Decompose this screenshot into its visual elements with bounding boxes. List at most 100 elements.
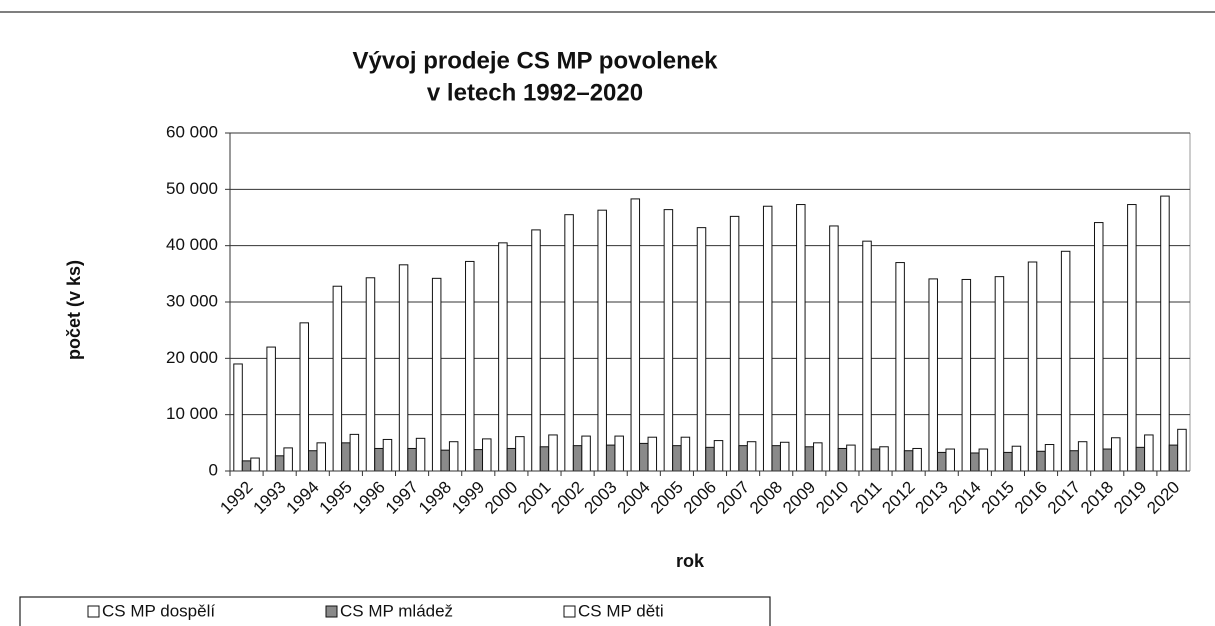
- legend-label: CS MP dospělí: [102, 601, 215, 620]
- bar: [895, 262, 905, 472]
- bar: [1044, 444, 1055, 472]
- y-tick-label: 0: [209, 460, 218, 479]
- x-tick-label: 1993: [249, 478, 289, 518]
- bar: [614, 435, 624, 472]
- bar: [1093, 222, 1104, 472]
- bar: [605, 444, 616, 472]
- bar: [382, 438, 393, 472]
- bar: [1144, 434, 1154, 472]
- bar: [771, 445, 781, 472]
- bar: [308, 450, 318, 472]
- bar: [978, 448, 989, 472]
- bar: [879, 446, 889, 472]
- bar: [473, 449, 484, 472]
- bar: [936, 451, 947, 472]
- bar: [1168, 444, 1179, 472]
- bar: [829, 225, 839, 472]
- bar: [283, 447, 293, 472]
- x-tick-label: 2015: [978, 478, 1018, 518]
- bar: [928, 278, 938, 472]
- bar: [233, 363, 243, 472]
- bar: [407, 447, 417, 472]
- x-tick-label: 2013: [912, 478, 952, 518]
- y-axis-label: počet (v ks): [64, 260, 84, 360]
- bar: [672, 445, 682, 472]
- bar: [1110, 437, 1121, 472]
- bar: [945, 448, 955, 472]
- bar: [970, 452, 980, 472]
- bar: [506, 447, 517, 472]
- x-tick-label: 1997: [382, 478, 422, 518]
- bar: [539, 446, 550, 472]
- bar: [862, 240, 872, 472]
- x-tick-label: 2000: [481, 478, 521, 518]
- bar: [804, 446, 815, 472]
- bar: [729, 215, 740, 472]
- legend-label: CS MP mládež: [340, 601, 453, 620]
- bar: [482, 438, 492, 472]
- legend-box: [19, 596, 771, 626]
- x-tick-label: 1996: [349, 478, 389, 518]
- x-tick-label: 1992: [216, 478, 256, 518]
- bar: [1036, 450, 1046, 472]
- bar: [332, 285, 343, 472]
- bar: [746, 441, 757, 472]
- bar: [738, 445, 748, 472]
- x-tick-label: 2019: [1110, 478, 1150, 518]
- bar: [465, 260, 475, 472]
- bar: [680, 436, 691, 472]
- bar: [1027, 261, 1038, 472]
- bar: [374, 447, 384, 472]
- x-axis-label: rok: [676, 551, 705, 571]
- bar: [1069, 450, 1079, 472]
- x-tick-label: 1999: [448, 478, 488, 518]
- bar: [431, 277, 442, 472]
- bar: [1077, 441, 1088, 472]
- bar: [274, 455, 285, 472]
- bar: [398, 264, 409, 472]
- bar: [349, 433, 360, 472]
- bar: [813, 442, 823, 472]
- x-tick-label: 2011: [846, 478, 885, 517]
- bar: [548, 434, 558, 472]
- bar: [415, 437, 426, 472]
- x-tick-label: 2001: [514, 478, 554, 518]
- x-tick-label: 2020: [1143, 478, 1183, 518]
- chart-title: Vývoj prodeje CS MP povolenek: [353, 47, 719, 74]
- x-tick-label: 2009: [779, 478, 819, 518]
- x-tick-label: 2017: [1044, 478, 1084, 518]
- bar: [639, 442, 649, 472]
- bar: [1135, 446, 1146, 472]
- x-tick-label: 2010: [812, 478, 852, 518]
- bar: [696, 227, 707, 472]
- bar: [299, 322, 310, 472]
- bar: [440, 449, 450, 472]
- bar: [903, 450, 914, 472]
- x-tick-label: 2007: [713, 478, 753, 518]
- bar: [341, 442, 351, 472]
- legend-swatch: [563, 605, 576, 618]
- bar: [705, 446, 715, 472]
- bar: [564, 214, 574, 472]
- bar: [365, 277, 376, 472]
- bar: [1102, 448, 1112, 472]
- bar: [1127, 204, 1137, 472]
- x-tick-label: 1995: [316, 478, 356, 518]
- bar: [515, 436, 525, 472]
- bar: [870, 448, 881, 472]
- bar: [1160, 195, 1170, 472]
- x-tick-label: 2005: [647, 478, 687, 518]
- legend-label: CS MP děti: [578, 601, 664, 620]
- bar: [994, 276, 1005, 472]
- y-tick-label: 50 000: [166, 179, 218, 198]
- legend-swatch: [87, 605, 100, 618]
- x-tick-label: 2006: [680, 478, 720, 518]
- bar: [1003, 451, 1013, 472]
- x-tick-label: 2016: [1011, 478, 1051, 518]
- bar: [250, 457, 260, 472]
- x-tick-label: 2004: [614, 478, 654, 518]
- bar: [647, 436, 658, 472]
- bar: [581, 435, 591, 472]
- x-tick-label: 1998: [415, 478, 455, 518]
- bar: [912, 447, 922, 472]
